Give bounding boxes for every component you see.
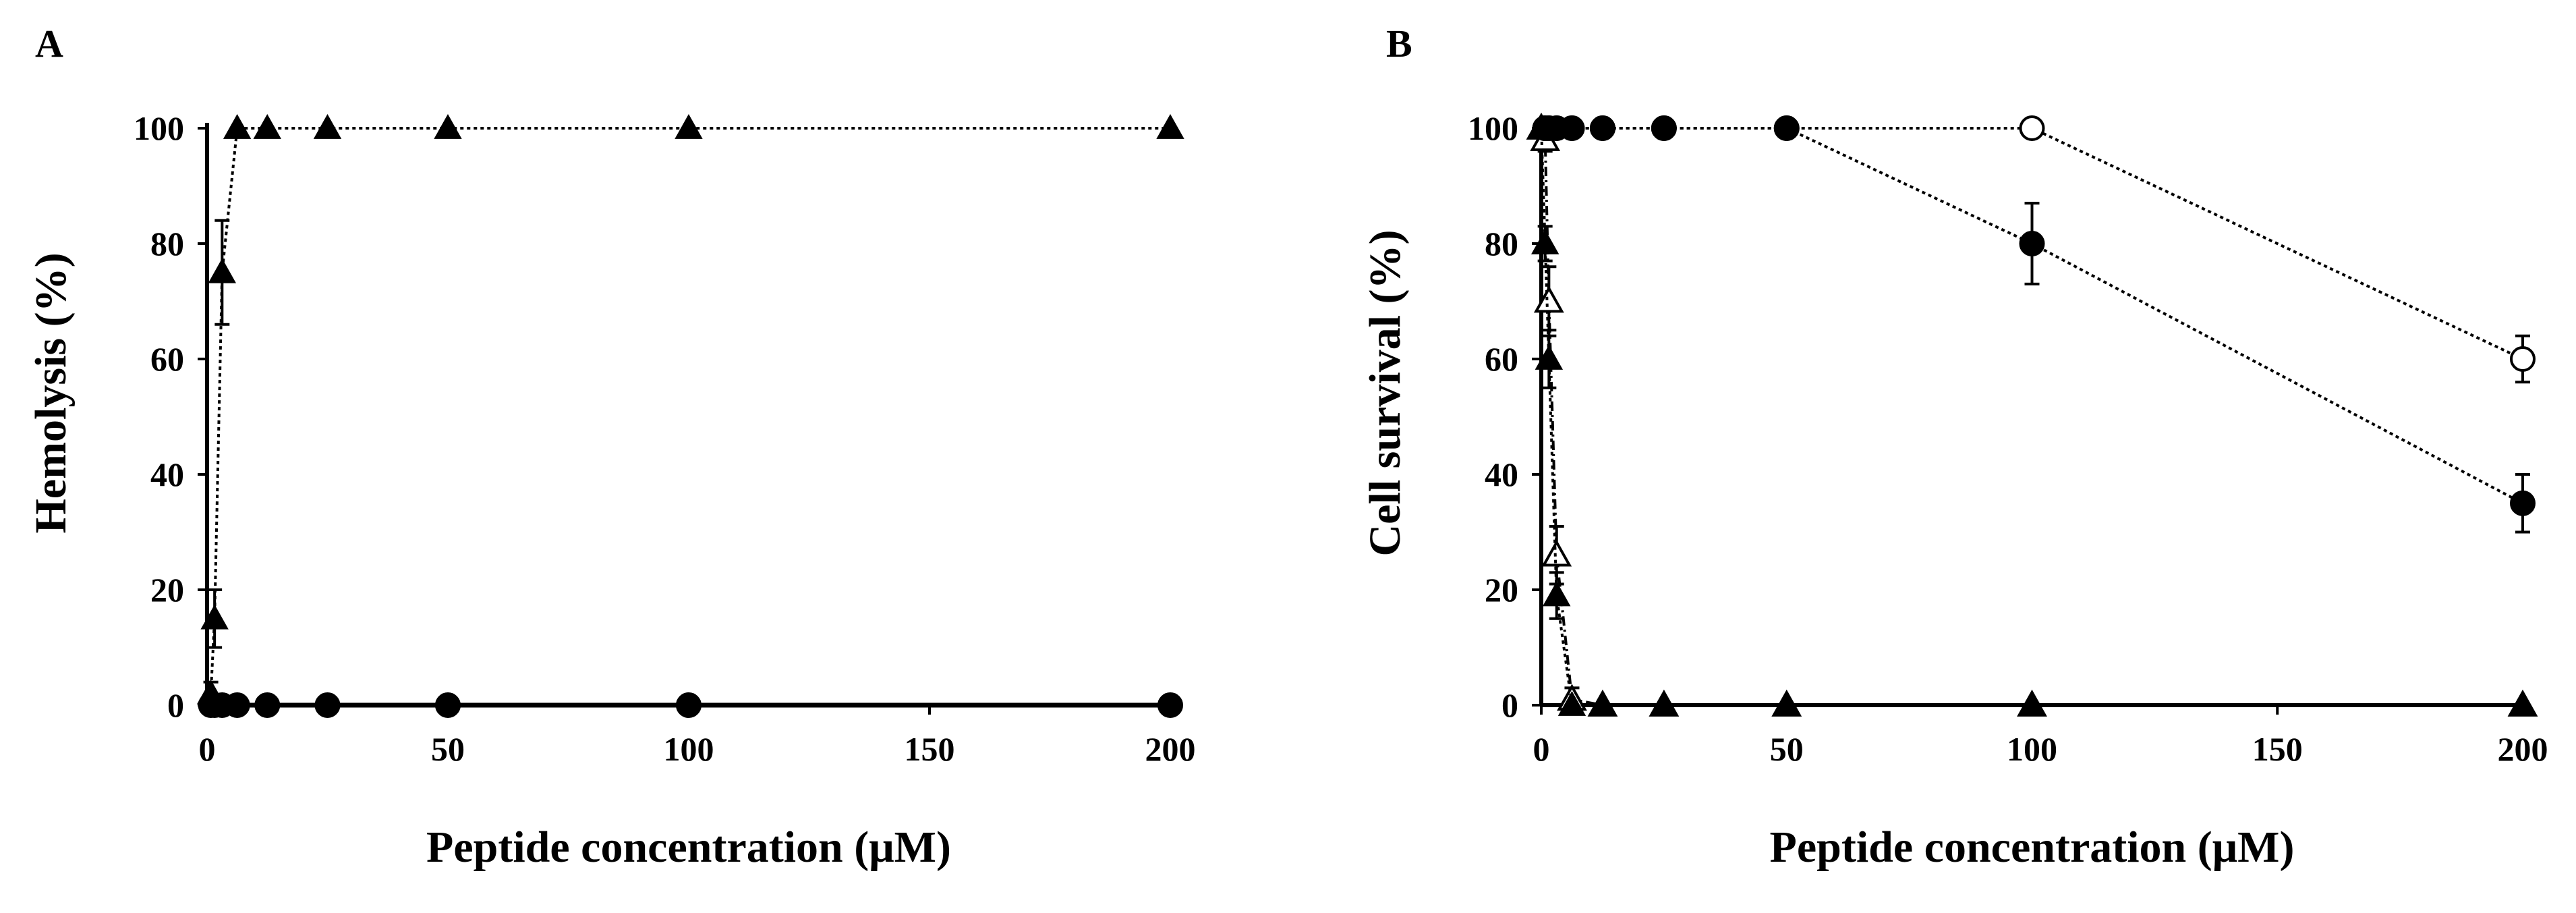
- data-point: [314, 692, 341, 718]
- x-tick-label: 150: [905, 730, 955, 768]
- data-point: [1557, 690, 1586, 716]
- data-point: [253, 113, 281, 139]
- data-point: [1559, 115, 1585, 141]
- data-point: [224, 692, 250, 718]
- y-tick-label: 20: [150, 571, 184, 609]
- data-point: [1589, 115, 1615, 141]
- series-1: [1527, 113, 2537, 716]
- x-tick-label: 200: [2498, 730, 2548, 768]
- y-tick-label: 80: [150, 225, 184, 262]
- data-point: [2019, 231, 2045, 256]
- data-point: [434, 113, 462, 139]
- y-tick-label: 20: [1485, 571, 1518, 609]
- data-point: [1543, 581, 1571, 607]
- panel-a: A 0 20 40 60 80 100 0 50 100 150 200 Peptide concen…: [26, 22, 1196, 872]
- data-point: [223, 113, 252, 139]
- y-tick-label: 60: [1485, 340, 1518, 378]
- data-point: [1588, 690, 1617, 716]
- data-point: [676, 692, 702, 718]
- series-line: [1540, 128, 2523, 707]
- x-axis-label: Peptide concentration (μM): [1770, 823, 2295, 872]
- x-tick-label: 100: [664, 730, 714, 768]
- series-line: [1545, 127, 2523, 505]
- x-tick-label: 50: [1770, 730, 1804, 768]
- data-point: [435, 692, 461, 718]
- data-point: [2510, 346, 2536, 372]
- x-axis-label: Peptide concentration (μM): [426, 823, 951, 872]
- data-point: [2509, 690, 2537, 716]
- data-point: [675, 113, 703, 139]
- data-point: [208, 258, 237, 283]
- series-3: [1532, 115, 2536, 534]
- y-tick-label: 0: [167, 686, 184, 724]
- data-point: [313, 113, 342, 139]
- series-line: [1545, 127, 2523, 360]
- panel-b: B 0 20 40 60 80 100 0 50 100 150 200 Peptide concen…: [1361, 22, 2548, 872]
- data-point: [254, 692, 281, 718]
- data-point: [1773, 690, 1801, 716]
- y-tick-label: 0: [1501, 686, 1518, 724]
- x-tick-label: 200: [1145, 730, 1196, 768]
- x-tick-label: 0: [199, 730, 216, 768]
- data-point: [1535, 344, 1564, 370]
- data-point: [1651, 115, 1677, 141]
- data-point: [1157, 692, 1183, 718]
- y-tick-label: 80: [1485, 225, 1518, 262]
- data-point: [1773, 115, 1800, 141]
- data-point: [1533, 285, 1564, 313]
- y-tick-label: 60: [150, 340, 184, 378]
- series-0: [196, 113, 1184, 707]
- x-tick-label: 50: [431, 730, 465, 768]
- data-point: [2017, 690, 2047, 716]
- y-tick-label: 40: [1485, 455, 1518, 493]
- panel-label-b: B: [1386, 22, 1412, 65]
- y-tick-label: 40: [150, 455, 184, 493]
- x-tick-label: 100: [2007, 730, 2057, 768]
- x-tick-label: 150: [2252, 730, 2303, 768]
- y-tick-label: 100: [134, 109, 184, 147]
- data-point: [1530, 229, 1559, 254]
- y-tick-label: 100: [1468, 109, 1518, 147]
- data-point: [2510, 490, 2536, 516]
- x-tick-label: 0: [1533, 730, 1550, 768]
- data-point: [1156, 113, 1184, 139]
- y-axis-label: Cell survival (%): [1361, 230, 1410, 557]
- series-1: [198, 692, 1183, 718]
- data-point: [1541, 539, 1572, 567]
- series-line: [209, 127, 1170, 694]
- data-point: [1650, 690, 1678, 716]
- data-point: [200, 604, 229, 630]
- data-point: [2019, 115, 2045, 141]
- panel-label-a: A: [35, 22, 63, 65]
- y-axis-label: Hemolysis (%): [26, 252, 76, 533]
